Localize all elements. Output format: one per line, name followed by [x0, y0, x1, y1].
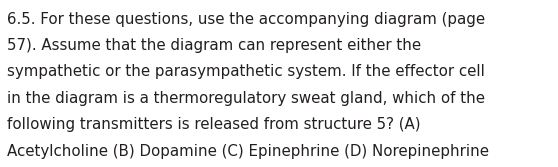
Text: 6.5. For these questions, use the accompanying diagram (page: 6.5. For these questions, use the accomp…: [7, 12, 485, 27]
Text: sympathetic or the parasympathetic system. If the effector cell: sympathetic or the parasympathetic syste…: [7, 64, 485, 79]
Text: 57). Assume that the diagram can represent either the: 57). Assume that the diagram can represe…: [7, 38, 421, 53]
Text: Acetylcholine (B) Dopamine (C) Epinephrine (D) Norepinephrine: Acetylcholine (B) Dopamine (C) Epinephri…: [7, 144, 489, 159]
Text: in the diagram is a thermoregulatory sweat gland, which of the: in the diagram is a thermoregulatory swe…: [7, 91, 485, 106]
Text: following transmitters is released from structure 5? (A): following transmitters is released from …: [7, 117, 421, 132]
